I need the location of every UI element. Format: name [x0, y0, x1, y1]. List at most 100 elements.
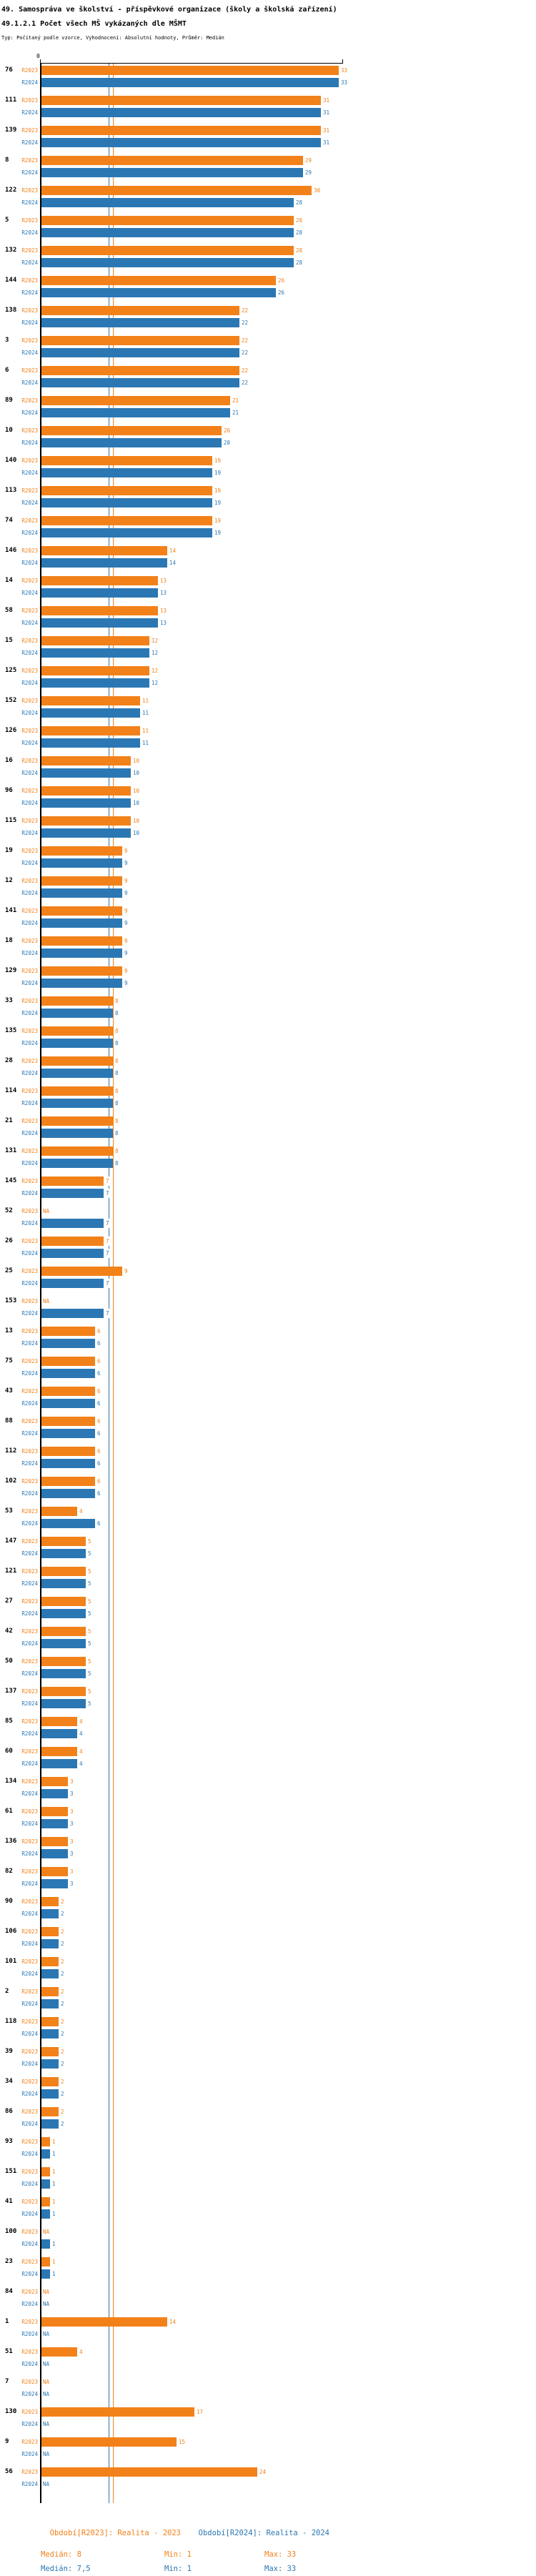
group-label: 153 [5, 1297, 17, 1304]
bar-row-r2024: R2024 2 [0, 2029, 536, 2038]
group-label: 61 [5, 1808, 13, 1815]
bar-value-r2023: 4 [79, 2347, 83, 2357]
series-label-r2023: R2023 [21, 2199, 38, 2205]
axis-zero-label: 0 [36, 53, 40, 59]
bar-row-r2023: R2023 5 [0, 1537, 536, 1546]
series-label-r2023: R2023 [21, 728, 38, 734]
bar-value-r2023: 28 [296, 246, 303, 255]
bar-row-r2024: R2024 10 [0, 828, 536, 838]
bar-row-r2024: R2024 8 [0, 1039, 536, 1048]
bar-r2023 [41, 2197, 50, 2206]
bar-row-r2024: R2024 7 [0, 1189, 536, 1198]
bar-value-r2023: 8 [115, 1056, 119, 1066]
series-label-r2024: R2024 [21, 830, 38, 836]
chart-group: 42 R2023 5 R2024 5 [0, 1627, 536, 1648]
series-label-r2024: R2024 [21, 650, 38, 656]
bar-value-r2024: 4 [79, 1759, 83, 1768]
bar-r2024 [41, 918, 122, 928]
series-label-r2024: R2024 [21, 2271, 38, 2277]
series-label-r2024: R2024 [21, 1430, 38, 1437]
chart-group: 10 R2023 20 R2024 20 [0, 426, 536, 447]
bar-r2023 [41, 726, 140, 735]
bar-r2023 [41, 1867, 68, 1876]
bar-row-r2023: R2023 13 [0, 606, 536, 615]
bar-row-r2023: R2023 21 [0, 396, 536, 405]
bar-r2023 [41, 1747, 77, 1756]
chart-group: 19 R2023 9 R2024 9 [0, 846, 536, 868]
group-label: 136 [5, 1838, 17, 1845]
bar-r2024 [41, 1159, 113, 1168]
bar-r2023 [41, 1447, 95, 1456]
series-label-r2024: R2024 [21, 1280, 38, 1287]
bar-row-r2023: R2023 10 [0, 786, 536, 796]
series-label-r2024: R2024 [21, 229, 38, 236]
bar-value-r2023: 4 [79, 1507, 83, 1516]
bar-value-r2024: NA [43, 2419, 50, 2429]
chart-group: 5 R2023 28 R2024 28 [0, 216, 536, 237]
series-label-r2023: R2023 [21, 1358, 38, 1364]
stat-max-r2023: Max: 33 [264, 2550, 297, 2559]
series-label-r2024: R2024 [21, 770, 38, 776]
bar-value-r2024: 7 [106, 1309, 109, 1318]
chart-group: 106 R2023 2 R2024 2 [0, 1927, 536, 1948]
group-label: 8 [5, 157, 9, 164]
group-label: 146 [5, 547, 17, 554]
bar-value-r2024: NA [43, 2329, 50, 2339]
series-label-r2024: R2024 [21, 1250, 38, 1257]
bar-row-r2024: R2024 28 [0, 258, 536, 267]
bar-row-r2024: R2024 26 [0, 288, 536, 297]
bar-value-r2023: 2 [61, 2047, 64, 2056]
chart-group: 139 R2023 31 R2024 31 [0, 126, 536, 147]
bar-r2024 [41, 768, 131, 778]
chart-group: 16 R2023 10 R2024 10 [0, 756, 536, 778]
series-label-r2023: R2023 [21, 1478, 38, 1485]
bar-row-r2023: R2023 9 [0, 846, 536, 856]
group-label: 139 [5, 127, 17, 134]
series-label-r2024: R2024 [21, 1400, 38, 1407]
bar-value-r2024: 7 [106, 1189, 109, 1198]
series-label-r2024: R2024 [21, 920, 38, 926]
series-label-r2023: R2023 [21, 1988, 38, 1995]
series-label-r2024: R2024 [21, 1040, 38, 1046]
bar-r2023 [41, 276, 276, 285]
group-label: 118 [5, 2018, 17, 2025]
bar-value-r2024: 8 [115, 1009, 119, 1018]
bar-r2024 [41, 1999, 59, 2008]
bar-row-r2023: R2023 10 [0, 816, 536, 826]
bar-r2023 [41, 1477, 95, 1486]
bar-r2023 [41, 96, 321, 105]
bar-r2024 [41, 1069, 113, 1078]
series-label-r2023: R2023 [21, 938, 38, 944]
bar-row-r2023: R2023 6 [0, 1447, 536, 1456]
bar-row-r2024: R2024 6 [0, 1339, 536, 1348]
bar-r2024 [41, 1879, 68, 1888]
bar-value-r2024: 31 [323, 138, 330, 147]
series-label-r2023: R2023 [21, 1058, 38, 1064]
bar-r2024 [41, 1009, 113, 1018]
bar-row-r2023: R2023 1 [0, 2197, 536, 2206]
group-label: 41 [5, 2198, 13, 2205]
chart-group: 137 R2023 5 R2024 5 [0, 1687, 536, 1708]
series-label-r2023: R2023 [21, 1178, 38, 1184]
bar-row-r2024: R2024 9 [0, 888, 536, 898]
series-label-r2023: R2023 [21, 998, 38, 1004]
bar-value-r2023: 5 [88, 1537, 91, 1546]
series-label-r2024: R2024 [21, 259, 38, 266]
bar-value-r2023: 10 [133, 756, 140, 766]
bar-r2024 [41, 2209, 50, 2219]
bar-r2024 [41, 558, 167, 568]
chart-group: 39 R2023 2 R2024 2 [0, 2047, 536, 2069]
bar-r2023 [41, 756, 131, 766]
bar-row-r2024: R2024 8 [0, 1009, 536, 1018]
series-label-r2024: R2024 [21, 1881, 38, 1887]
bar-r2024 [41, 1579, 86, 1588]
bar-r2024 [41, 2059, 59, 2069]
series-label-r2023: R2023 [21, 1028, 38, 1034]
group-label: 106 [5, 1928, 17, 1935]
series-label-r2023: R2023 [21, 1238, 38, 1244]
group-label: 114 [5, 1087, 17, 1094]
group-label: 121 [5, 1567, 17, 1575]
bar-value-r2024: 20 [224, 438, 231, 447]
bar-value-r2024: 14 [169, 558, 177, 568]
bar-r2024 [41, 1549, 86, 1558]
